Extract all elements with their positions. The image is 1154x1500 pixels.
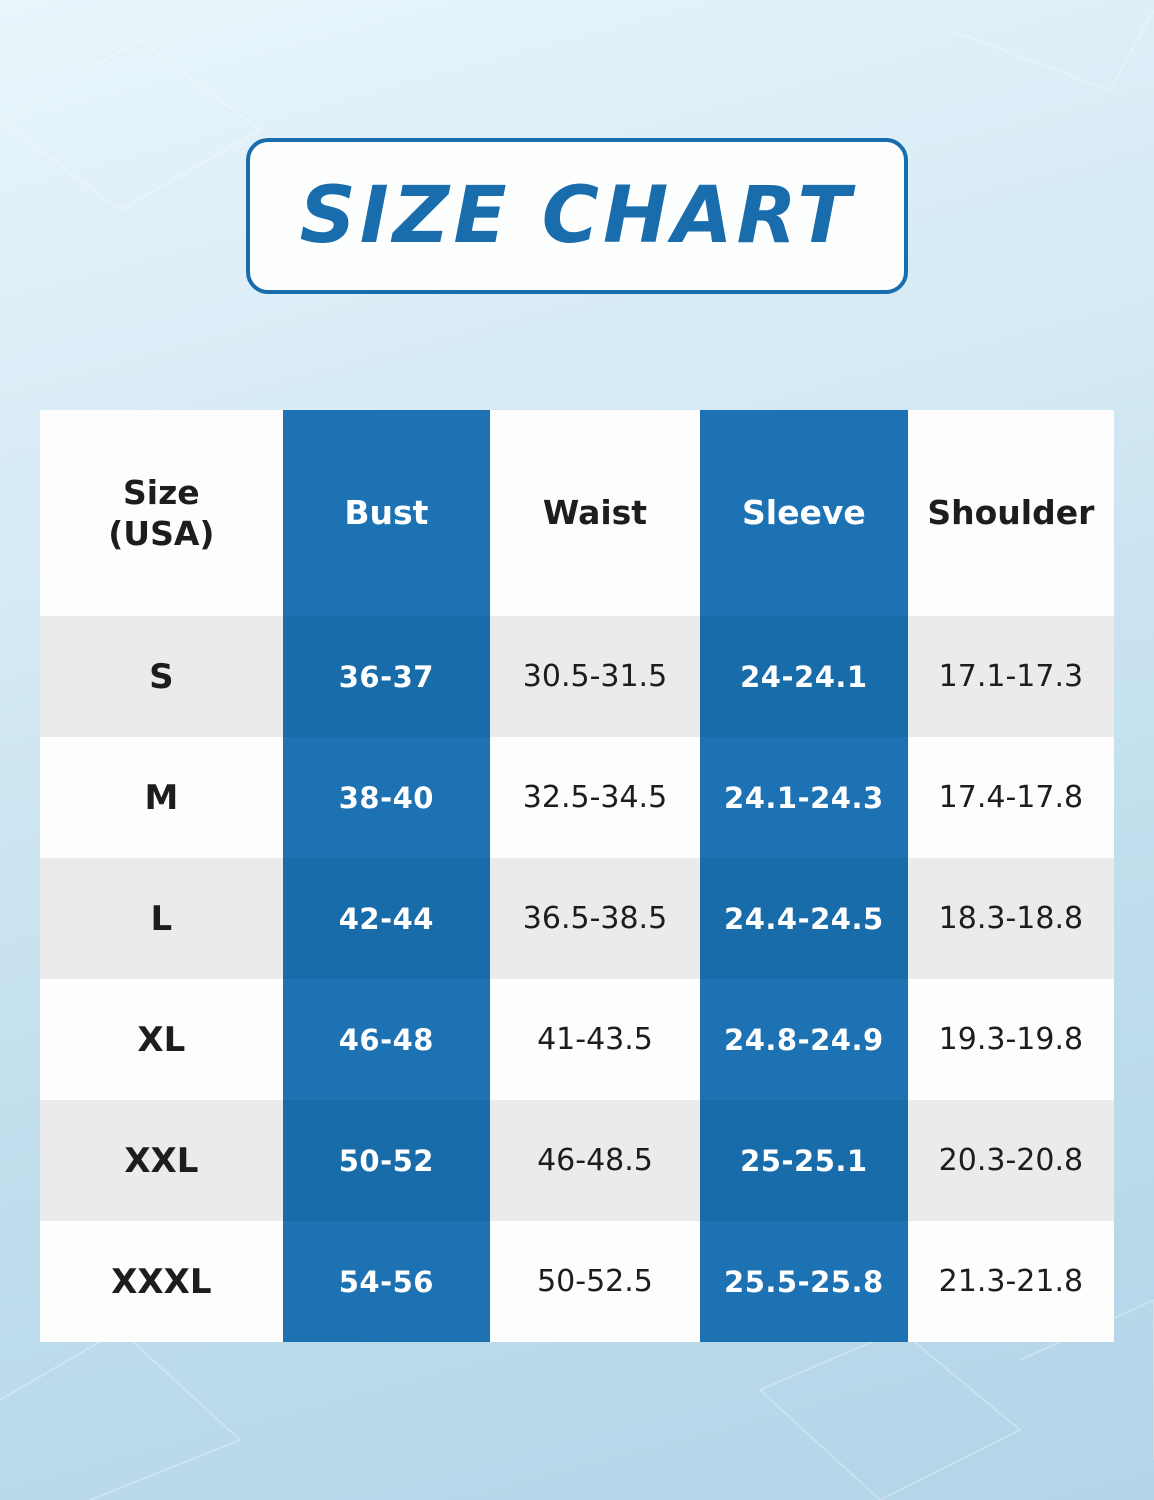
value-cell: 54-56 — [282, 1221, 490, 1342]
header-cell-size: Size (USA) — [40, 410, 283, 616]
header-cell-sleeve: Sleeve — [699, 410, 908, 616]
value-cell: 42-44 — [282, 858, 490, 979]
value-cell: 50-52 — [282, 1100, 490, 1221]
value-cell: 46-48 — [282, 979, 490, 1100]
table-row: S 36-37 30.5-31.5 24-24.1 17.1-17.3 — [40, 616, 1114, 737]
size-chart-table: Size (USA) Bust Waist Sleeve Shoulder S 36-37 3… — [40, 410, 1114, 1342]
value-cell: 38-40 — [282, 737, 490, 858]
table-row: XXXL 54-56 50-52.5 25.5-25.8 21.3-21.8 — [40, 1221, 1114, 1342]
header-cell-shoulder: Shoulder — [907, 410, 1114, 616]
size-label-cell: M — [40, 737, 283, 858]
value-cell: 50-52.5 — [490, 1221, 700, 1342]
value-cell: 41-43.5 — [490, 979, 700, 1100]
header-cell-bust: Bust — [282, 410, 490, 616]
value-cell: 32.5-34.5 — [490, 737, 700, 858]
value-cell: 21.3-21.8 — [907, 1221, 1114, 1342]
value-cell: 24.8-24.9 — [699, 979, 908, 1100]
size-label-cell: XL — [40, 979, 283, 1100]
header-cell-waist: Waist — [490, 410, 700, 616]
header-row: Size (USA) Bust Waist Sleeve Shoulder — [40, 410, 1114, 616]
value-cell: 30.5-31.5 — [490, 616, 700, 737]
value-cell: 24.4-24.5 — [699, 858, 908, 979]
value-cell: 36.5-38.5 — [490, 858, 700, 979]
title-box: SIZE CHART — [246, 138, 908, 294]
value-cell: 24.1-24.3 — [699, 737, 908, 858]
size-label-cell: S — [40, 616, 283, 737]
value-cell: 24-24.1 — [699, 616, 908, 737]
size-label-cell: XXXL — [40, 1221, 283, 1342]
value-cell: 36-37 — [282, 616, 490, 737]
table-row: L 42-44 36.5-38.5 24.4-24.5 18.3-18.8 — [40, 858, 1114, 979]
value-cell: 20.3-20.8 — [907, 1100, 1114, 1221]
page-title: SIZE CHART — [299, 171, 855, 261]
value-cell: 25-25.1 — [699, 1100, 908, 1221]
size-label-cell: L — [40, 858, 283, 979]
value-cell: 19.3-19.8 — [907, 979, 1114, 1100]
table-row: XL 46-48 41-43.5 24.8-24.9 19.3-19.8 — [40, 979, 1114, 1100]
table-row: XXL 50-52 46-48.5 25-25.1 20.3-20.8 — [40, 1100, 1114, 1221]
value-cell: 18.3-18.8 — [907, 858, 1114, 979]
value-cell: 17.1-17.3 — [907, 616, 1114, 737]
size-label-cell: XXL — [40, 1100, 283, 1221]
value-cell: 25.5-25.8 — [699, 1221, 908, 1342]
value-cell: 17.4-17.8 — [907, 737, 1114, 858]
value-cell: 46-48.5 — [490, 1100, 700, 1221]
table-row: M 38-40 32.5-34.5 24.1-24.3 17.4-17.8 — [40, 737, 1114, 858]
